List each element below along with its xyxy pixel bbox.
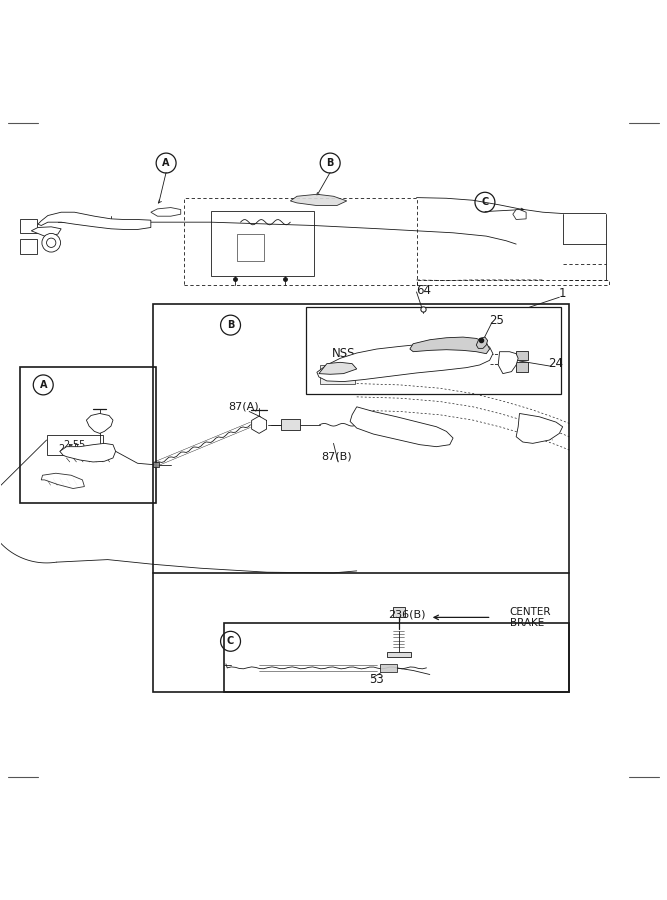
Bar [393, 608, 405, 617]
Bar [416, 280, 609, 285]
Text: C: C [227, 636, 234, 646]
Text: 1: 1 [559, 287, 566, 301]
Polygon shape [476, 338, 488, 348]
Bar [47, 436, 103, 455]
Text: 64: 64 [416, 284, 431, 297]
Bar [224, 623, 570, 692]
Bar [516, 351, 528, 360]
Bar [281, 419, 299, 430]
Bar [305, 307, 562, 393]
Bar [20, 219, 37, 233]
Polygon shape [153, 462, 159, 467]
Polygon shape [498, 352, 518, 374]
Text: A: A [162, 158, 170, 168]
Polygon shape [380, 664, 397, 672]
Text: 25: 25 [489, 314, 504, 327]
Text: B: B [326, 158, 334, 168]
Text: 2-55: 2-55 [58, 444, 80, 454]
Bar [237, 234, 263, 261]
Polygon shape [319, 363, 357, 374]
Polygon shape [513, 210, 526, 220]
Bar [387, 652, 411, 657]
Bar [20, 239, 37, 254]
Polygon shape [87, 413, 113, 434]
Text: 2-55: 2-55 [63, 440, 85, 450]
Text: CENTER
BRAKE: CENTER BRAKE [510, 607, 551, 628]
Polygon shape [31, 227, 61, 236]
Text: 236(B): 236(B) [388, 609, 426, 620]
Polygon shape [60, 444, 115, 462]
Text: 87(A): 87(A) [229, 401, 259, 412]
Polygon shape [516, 413, 563, 444]
Text: 53: 53 [370, 672, 384, 686]
Polygon shape [38, 212, 151, 230]
Text: A: A [39, 380, 47, 390]
Bar [184, 198, 416, 285]
Polygon shape [151, 208, 181, 216]
Text: 87(B): 87(B) [321, 452, 352, 462]
Text: NSS: NSS [331, 347, 356, 360]
Polygon shape [290, 194, 347, 205]
Polygon shape [350, 407, 453, 446]
Text: C: C [482, 197, 488, 207]
Polygon shape [317, 342, 493, 382]
Bar [320, 365, 355, 383]
Bar [20, 367, 156, 503]
Circle shape [42, 233, 61, 252]
Polygon shape [41, 473, 85, 489]
Bar [211, 211, 313, 276]
Text: B: B [227, 320, 234, 330]
Bar [153, 304, 570, 692]
Bar [516, 363, 528, 372]
Text: 24: 24 [548, 357, 564, 370]
Polygon shape [410, 338, 490, 354]
